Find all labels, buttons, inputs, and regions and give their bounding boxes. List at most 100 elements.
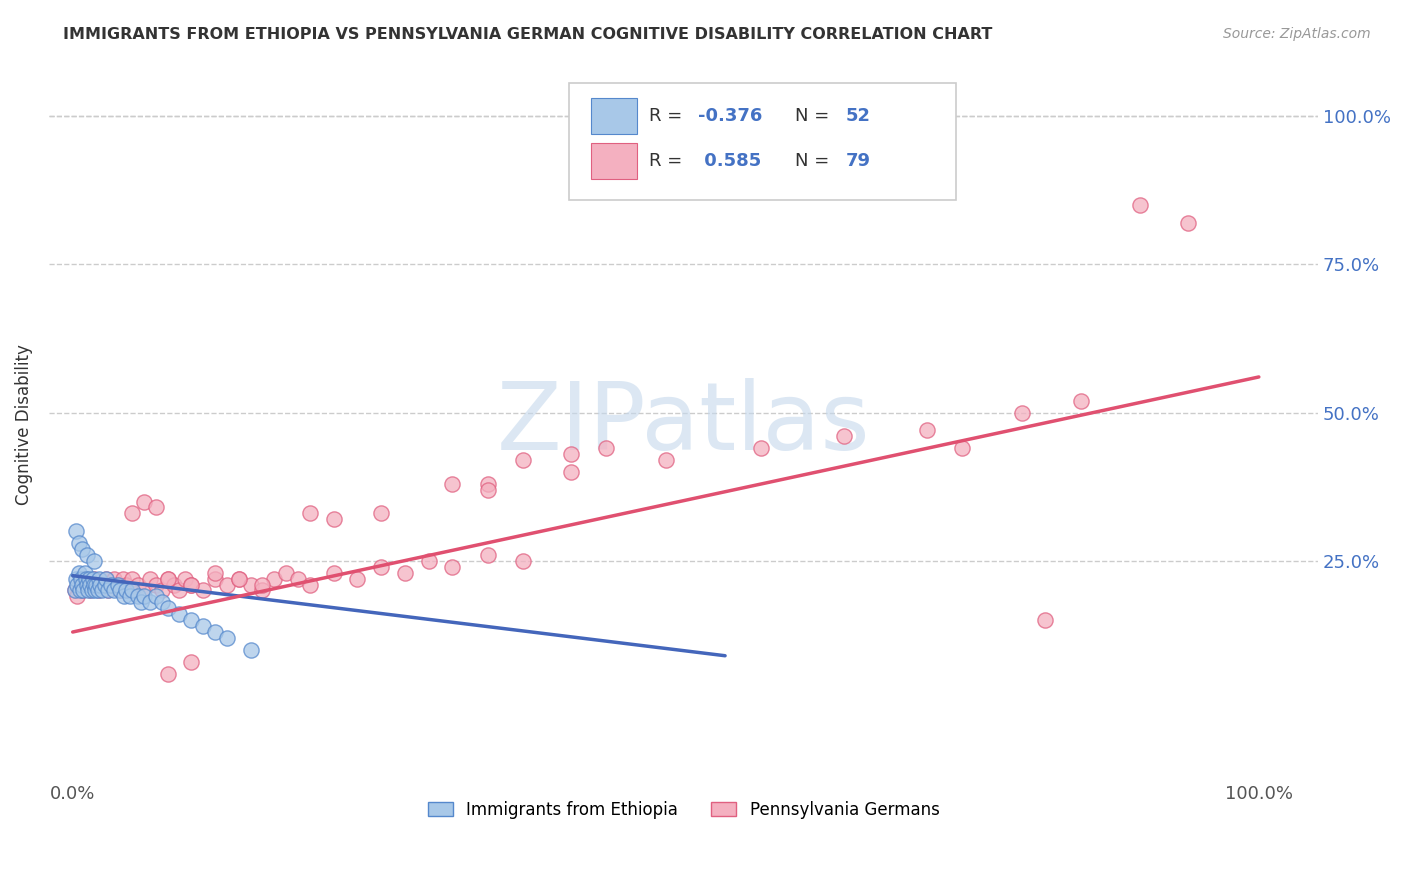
Point: [65, 524, 87, 538]
Point: [100, 577, 122, 591]
Point: [76, 577, 98, 591]
Point: [370, 559, 392, 574]
Text: IMMIGRANTS FROM ETHIOPIA VS PENNSYLVANIA GERMAN COGNITIVE DISABILITY CORRELATION: IMMIGRANTS FROM ETHIOPIA VS PENNSYLVANIA…: [63, 27, 993, 42]
Point: [215, 577, 238, 591]
Point: [66, 590, 89, 604]
Point: [127, 590, 149, 604]
Point: [79, 572, 101, 586]
Point: [115, 577, 138, 591]
Point: [76, 577, 98, 591]
Point: [228, 572, 250, 586]
Point: [97, 583, 120, 598]
Point: [832, 429, 855, 443]
FancyBboxPatch shape: [591, 98, 637, 134]
Point: [915, 423, 938, 437]
Text: 79: 79: [846, 152, 870, 170]
Point: [66, 577, 89, 591]
Point: [108, 583, 131, 598]
Point: [118, 583, 141, 598]
Point: [93, 577, 115, 591]
Y-axis label: Cognitive Disability: Cognitive Disability: [15, 344, 32, 505]
Point: [287, 572, 309, 586]
Point: [150, 595, 173, 609]
Point: [950, 441, 973, 455]
Point: [180, 613, 202, 627]
Point: [91, 583, 114, 598]
Point: [512, 554, 534, 568]
Point: [145, 590, 167, 604]
Text: R =: R =: [650, 107, 682, 125]
Point: [70, 541, 93, 556]
Point: [84, 583, 107, 598]
Point: [512, 453, 534, 467]
Point: [441, 559, 464, 574]
Text: -0.376: -0.376: [697, 107, 762, 125]
Point: [215, 631, 238, 645]
Point: [79, 577, 101, 591]
Point: [156, 666, 179, 681]
Point: [1177, 216, 1199, 230]
Text: N =: N =: [796, 152, 830, 170]
Point: [87, 583, 110, 598]
Point: [263, 572, 285, 586]
Point: [132, 583, 155, 598]
Point: [86, 577, 108, 591]
Point: [79, 583, 101, 598]
Point: [145, 577, 167, 591]
Point: [63, 583, 86, 598]
Point: [595, 441, 617, 455]
Point: [87, 572, 110, 586]
Point: [156, 601, 179, 615]
Point: [65, 572, 87, 586]
Point: [276, 566, 298, 580]
Point: [394, 566, 416, 580]
Text: N =: N =: [796, 107, 830, 125]
Point: [83, 577, 105, 591]
Point: [156, 572, 179, 586]
Point: [145, 500, 167, 515]
Point: [131, 595, 153, 609]
Point: [91, 577, 114, 591]
Point: [115, 583, 138, 598]
Point: [1011, 405, 1033, 419]
Point: [477, 483, 499, 497]
Point: [180, 577, 202, 591]
Point: [76, 548, 98, 562]
Point: [749, 441, 772, 455]
Point: [370, 507, 392, 521]
Point: [655, 453, 678, 467]
Point: [77, 583, 100, 598]
FancyBboxPatch shape: [591, 144, 637, 178]
Point: [174, 572, 197, 586]
Point: [298, 577, 321, 591]
Point: [132, 494, 155, 508]
Point: [204, 625, 226, 640]
Point: [560, 447, 582, 461]
Point: [103, 572, 125, 586]
Point: [73, 572, 96, 586]
Point: [560, 465, 582, 479]
Point: [121, 572, 143, 586]
Point: [156, 572, 179, 586]
Point: [83, 572, 105, 586]
Text: R =: R =: [650, 152, 682, 170]
Text: Source: ZipAtlas.com: Source: ZipAtlas.com: [1223, 27, 1371, 41]
Point: [239, 577, 262, 591]
Point: [252, 583, 274, 598]
Text: 52: 52: [846, 107, 870, 125]
Point: [139, 572, 162, 586]
Text: 0.585: 0.585: [697, 152, 761, 170]
Point: [94, 572, 117, 586]
Point: [108, 583, 131, 598]
Point: [70, 583, 93, 598]
Point: [477, 476, 499, 491]
Point: [322, 566, 344, 580]
FancyBboxPatch shape: [569, 83, 956, 200]
Point: [112, 590, 135, 604]
Point: [89, 577, 111, 591]
Point: [86, 583, 108, 598]
Point: [70, 572, 93, 586]
Point: [162, 577, 184, 591]
Point: [73, 566, 96, 580]
Point: [139, 595, 162, 609]
